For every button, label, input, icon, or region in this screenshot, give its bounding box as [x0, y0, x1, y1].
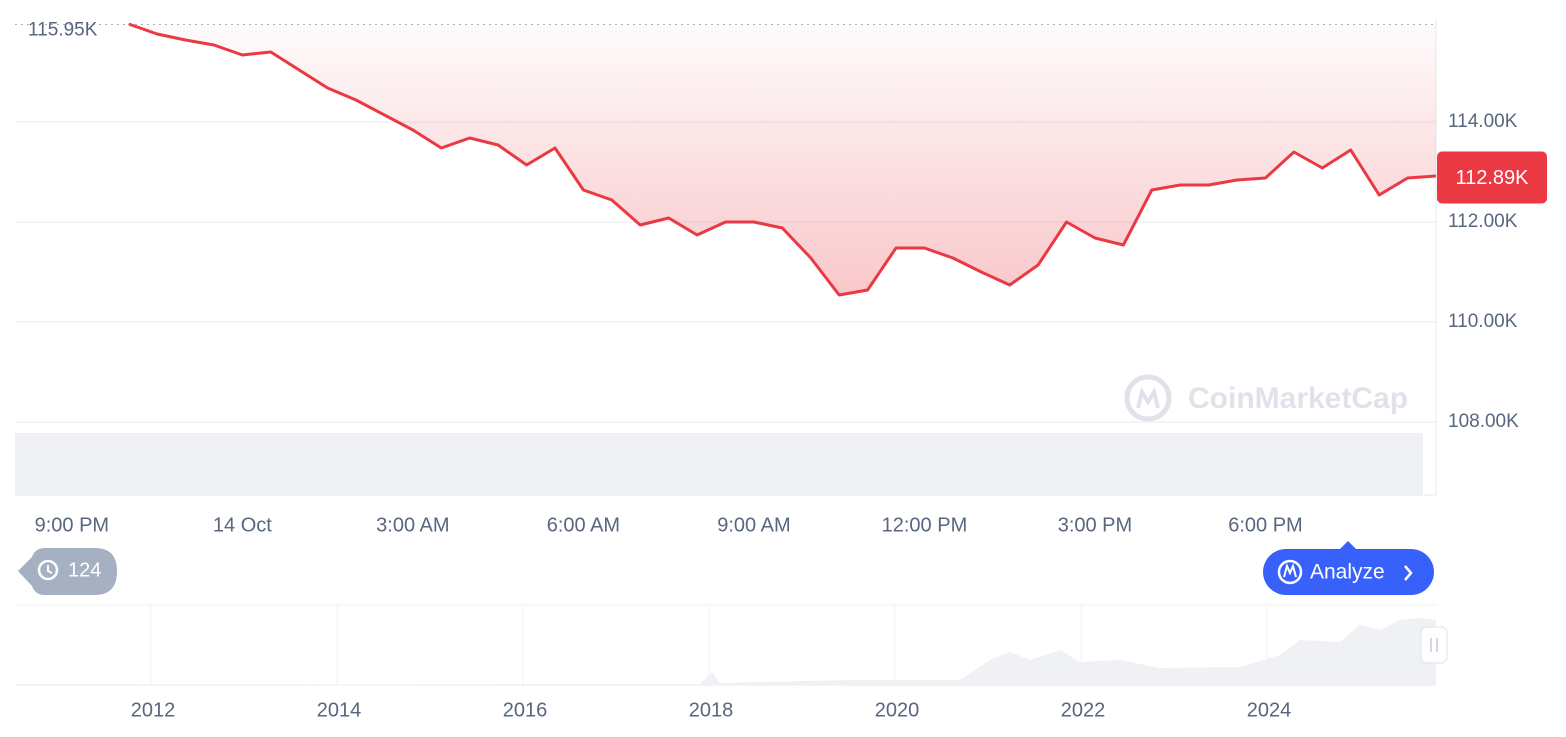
- history-badge[interactable]: 124: [18, 548, 117, 595]
- last-price-badge: [1437, 151, 1547, 204]
- y-tick-label: 108.00K: [1448, 411, 1519, 432]
- y-tick-label: 110.00K: [1448, 311, 1518, 332]
- price-line: [128, 22, 1437, 297]
- history-count: 124: [68, 559, 101, 581]
- navigator-year: 2014: [317, 699, 362, 721]
- navigator[interactable]: [15, 604, 1448, 686]
- y-tick-label: 112.00K: [1448, 211, 1518, 232]
- x-tick-label: 6:00 PM: [1228, 514, 1302, 536]
- volume-area: [15, 433, 1423, 495]
- watermark-text: CoinMarketCap: [1188, 382, 1408, 415]
- x-tick-label: 3:00 AM: [376, 514, 449, 536]
- watermark: CoinMarketCap: [1124, 374, 1408, 422]
- x-tick-label: 6:00 AM: [547, 514, 620, 536]
- analyze-label: Analyze: [1310, 561, 1385, 584]
- x-tick-label: 3:00 PM: [1058, 514, 1132, 536]
- x-tick-label: 9:00 AM: [717, 514, 790, 536]
- x-tick-label: 14 Oct: [213, 514, 272, 536]
- navigator-year: 2024: [1247, 699, 1292, 721]
- x-tick-label: 12:00 PM: [882, 514, 968, 536]
- max-label: 115.95K: [28, 20, 98, 41]
- y-tick-label: 114.00K: [1448, 111, 1518, 132]
- navigator-year: 2020: [875, 699, 920, 721]
- navigator-year: 2018: [689, 699, 734, 721]
- area-fill: [128, 24, 1437, 295]
- analyze-button[interactable]: Analyze: [1263, 541, 1434, 595]
- navigator-year: 2012: [131, 699, 176, 721]
- navigator-year: 2022: [1061, 699, 1106, 721]
- x-tick-label: 9:00 PM: [35, 514, 109, 536]
- last-price-label: 112.89K: [1455, 167, 1529, 189]
- navigator-year: 2016: [503, 699, 548, 721]
